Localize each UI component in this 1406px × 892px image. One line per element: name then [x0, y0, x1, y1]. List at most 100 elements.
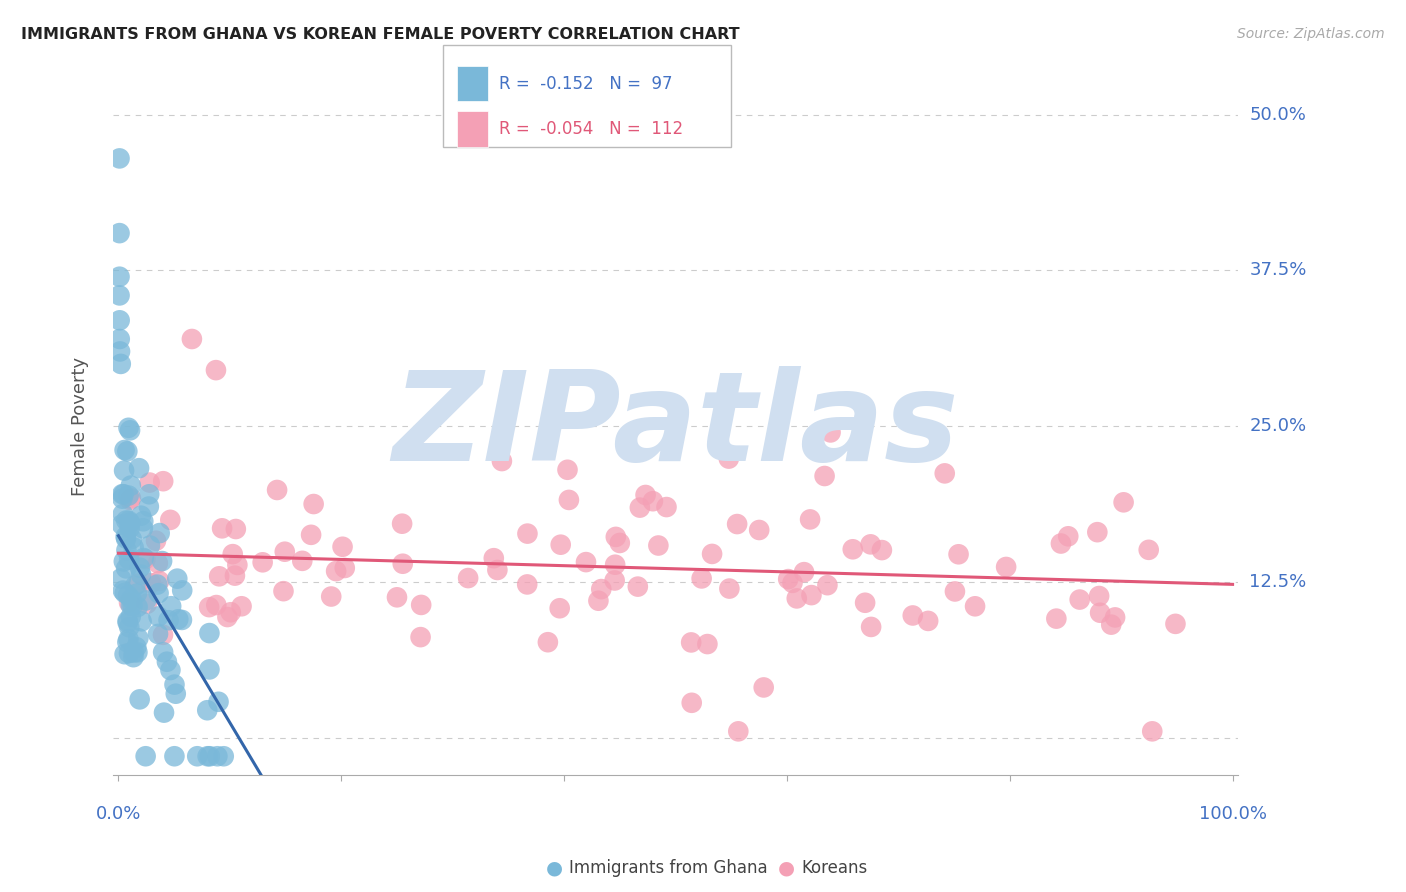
Point — [782, 575, 804, 590]
Point — [120, 592, 142, 607]
Point — [117, 444, 139, 458]
Point — [132, 514, 155, 528]
Point — [226, 558, 249, 572]
Point — [207, 695, 229, 709]
Point — [609, 536, 631, 550]
Point — [198, 600, 221, 615]
Point — [138, 500, 160, 514]
Point — [132, 551, 155, 566]
Text: ●: ● — [778, 858, 794, 878]
Point — [118, 489, 141, 503]
Point — [748, 523, 770, 537]
Point — [700, 547, 723, 561]
Point — [299, 528, 322, 542]
Point — [120, 609, 142, 624]
Text: R =  -0.152   N =  97: R = -0.152 N = 97 — [499, 75, 672, 93]
Point — [110, 357, 132, 371]
Point — [118, 423, 141, 437]
Point — [491, 454, 513, 468]
Point — [225, 522, 247, 536]
Point — [727, 724, 749, 739]
Point — [752, 681, 775, 695]
Point — [159, 663, 181, 677]
Point — [302, 497, 325, 511]
Point — [128, 692, 150, 706]
Point — [117, 421, 139, 435]
Point — [591, 582, 613, 596]
Point — [1137, 542, 1160, 557]
Point — [134, 552, 156, 566]
Point — [114, 529, 136, 543]
Point — [122, 541, 145, 555]
Point — [118, 596, 141, 610]
Point — [131, 615, 153, 629]
Point — [172, 583, 194, 598]
Point — [121, 532, 143, 546]
Point — [195, 703, 218, 717]
Point — [111, 507, 134, 521]
Point — [558, 492, 581, 507]
Point — [124, 579, 146, 593]
Point — [853, 596, 876, 610]
Point — [1099, 617, 1122, 632]
Text: ZIPatlas: ZIPatlas — [392, 366, 959, 487]
Point — [108, 344, 131, 359]
Point — [482, 551, 505, 566]
Point — [122, 650, 145, 665]
Point — [125, 586, 148, 600]
Point — [163, 749, 186, 764]
Point — [901, 608, 924, 623]
Point — [108, 288, 131, 302]
Point — [198, 626, 221, 640]
Point — [860, 620, 883, 634]
Point — [222, 547, 245, 561]
Point — [995, 560, 1018, 574]
Point — [120, 491, 142, 506]
Point — [117, 588, 139, 602]
Point — [118, 620, 141, 634]
Point — [160, 599, 183, 614]
Text: 25.0%: 25.0% — [1250, 417, 1306, 435]
Point — [252, 555, 274, 569]
Point — [117, 632, 139, 647]
Point — [148, 609, 170, 624]
Point — [603, 574, 626, 588]
Point — [1050, 536, 1073, 550]
Point — [641, 494, 664, 508]
Point — [575, 555, 598, 569]
Point — [628, 500, 651, 515]
Point — [108, 313, 131, 327]
Point — [127, 632, 149, 646]
Point — [1085, 525, 1108, 540]
Point — [800, 588, 823, 602]
Point — [128, 461, 150, 475]
Point — [266, 483, 288, 497]
Point — [112, 487, 135, 501]
Point — [111, 517, 134, 532]
Point — [793, 565, 815, 579]
Point — [291, 554, 314, 568]
Point — [148, 586, 170, 600]
Text: 37.5%: 37.5% — [1250, 261, 1306, 279]
Point — [690, 571, 713, 585]
Text: 12.5%: 12.5% — [1250, 573, 1306, 591]
Point — [321, 590, 343, 604]
Point — [112, 464, 135, 478]
Point — [333, 561, 356, 575]
Point — [778, 572, 800, 586]
Point — [211, 521, 233, 535]
Point — [815, 578, 838, 592]
Point — [115, 561, 138, 575]
Point — [117, 614, 139, 628]
Point — [212, 749, 235, 764]
Point — [135, 749, 157, 764]
Point — [127, 599, 149, 614]
Point — [197, 749, 219, 764]
Point — [157, 613, 180, 627]
Point — [537, 635, 560, 649]
Text: IMMIGRANTS FROM GHANA VS KOREAN FEMALE POVERTY CORRELATION CHART: IMMIGRANTS FROM GHANA VS KOREAN FEMALE P… — [21, 27, 740, 42]
Point — [198, 749, 221, 764]
Point — [274, 545, 297, 559]
Point — [205, 598, 228, 612]
Point — [186, 749, 208, 764]
